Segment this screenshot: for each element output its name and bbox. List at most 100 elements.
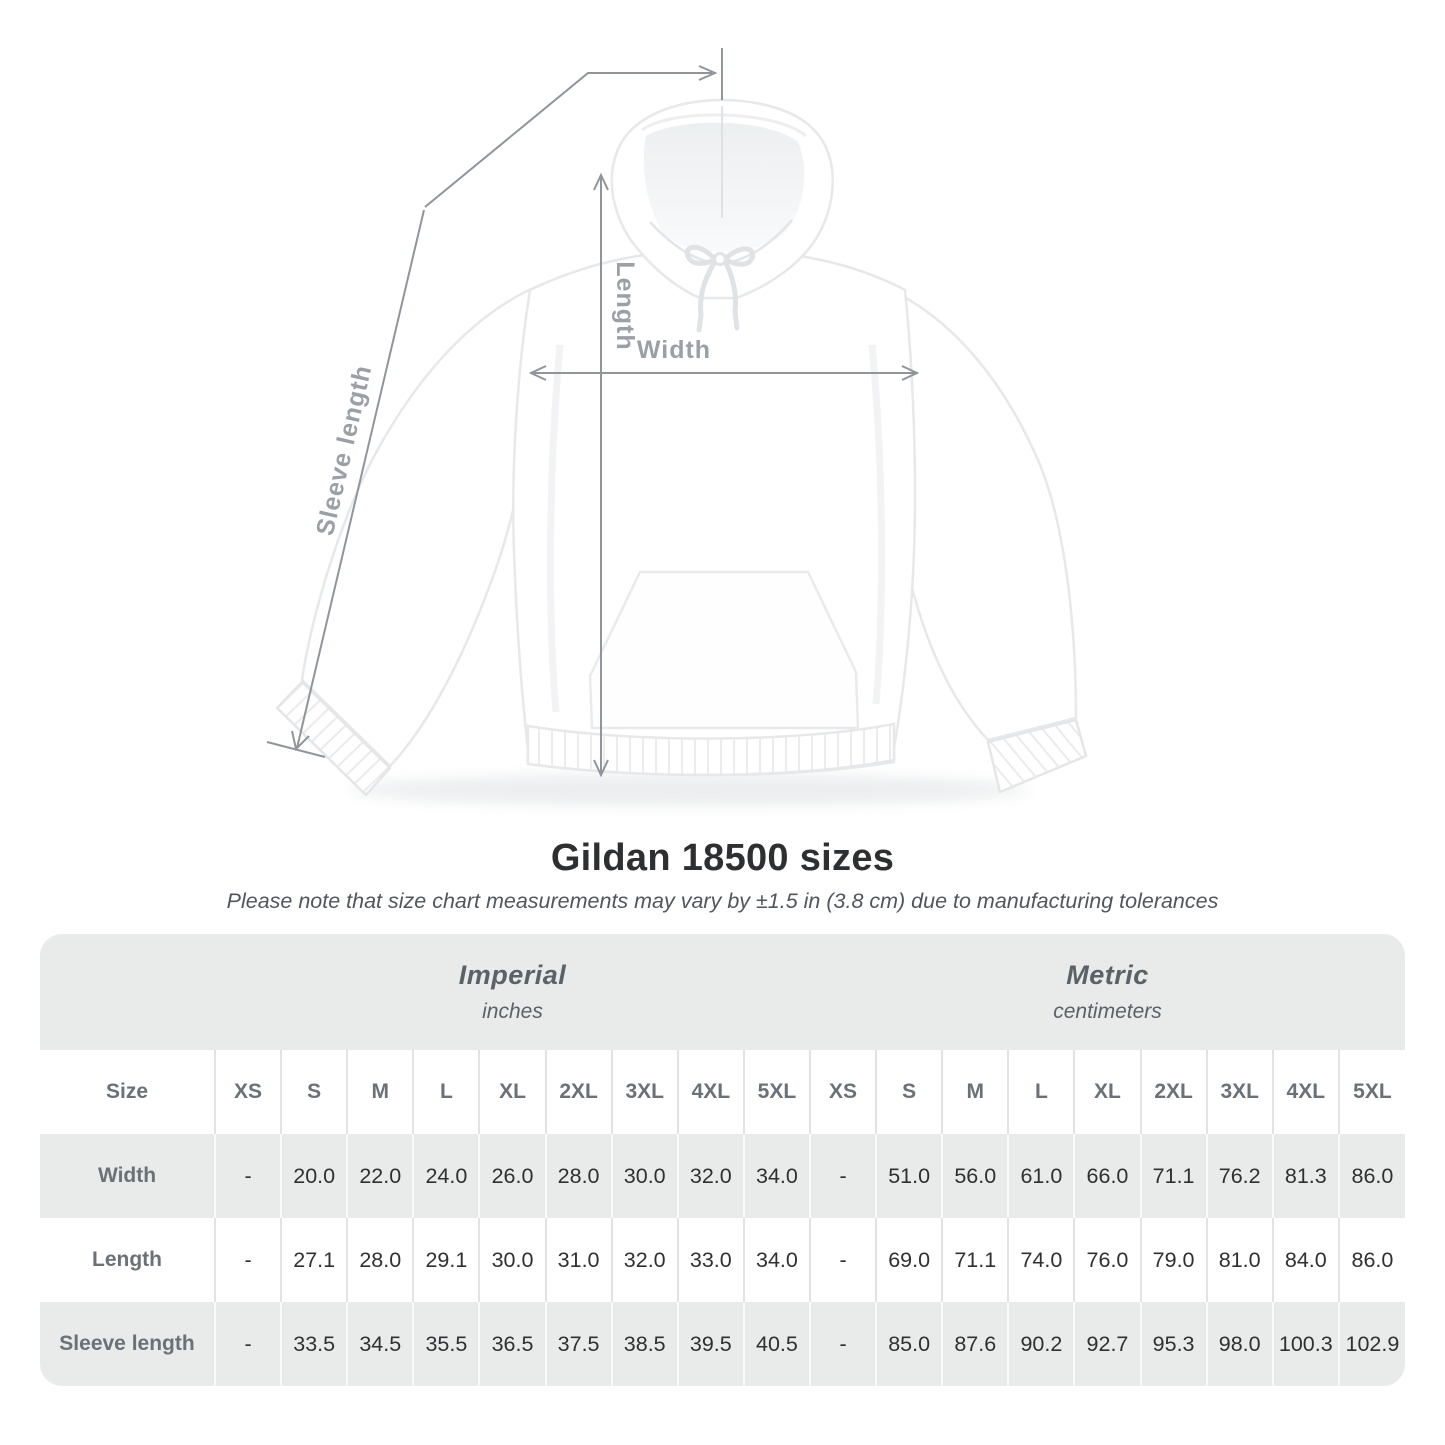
- value-cell: 66.0: [1073, 1134, 1141, 1218]
- size-header-cell: 2XL: [1139, 1050, 1207, 1134]
- value-cell: 71.1: [1139, 1134, 1207, 1218]
- size-header-cell: 2XL: [544, 1050, 612, 1134]
- value-cell: 36.5: [478, 1302, 546, 1386]
- value-cell: -: [213, 1302, 282, 1386]
- value-cell: 98.0: [1205, 1302, 1273, 1386]
- tolerance-note: Please note that size chart measurements…: [226, 889, 1219, 913]
- value-cell: 28.0: [346, 1218, 414, 1302]
- value-cell: 85.0: [875, 1302, 943, 1386]
- size-header-cell: 4XL: [1271, 1050, 1339, 1134]
- value-cell: -: [808, 1218, 877, 1302]
- drawstring-bow-left-loop: [684, 244, 717, 266]
- size-header-cell: S: [280, 1050, 348, 1134]
- value-cell: 32.0: [676, 1134, 744, 1218]
- band-corner-cell: [40, 934, 215, 1050]
- row-label: Width: [97, 1164, 157, 1187]
- length-dimension-label: Length: [611, 261, 639, 350]
- hoodie-right-cuff: [986, 718, 1088, 794]
- value-cell: 27.1: [280, 1218, 348, 1302]
- width-arrowhead-right: [901, 365, 920, 381]
- sleeve-end-tick: [266, 741, 326, 758]
- value-cell: -: [808, 1302, 877, 1386]
- value-cell: 34.5: [346, 1302, 414, 1386]
- value-cell: 51.0: [875, 1134, 943, 1218]
- hoodie-hem-band: [526, 722, 896, 777]
- value-cell: 22.0: [346, 1134, 414, 1218]
- value-cell: 86.0: [1337, 1218, 1405, 1302]
- metric-group-header: Metric centimeters: [809, 934, 1405, 1050]
- value-cell: 81.0: [1205, 1218, 1273, 1302]
- value-cell: -: [213, 1218, 282, 1302]
- value-cell: 86.0: [1337, 1134, 1405, 1218]
- value-cell: 71.1: [941, 1218, 1009, 1302]
- hoodie-left-sleeve: [300, 282, 545, 768]
- imperial-label: Imperial: [458, 960, 567, 990]
- length-arrowhead-top: [593, 172, 609, 191]
- hoodie-pocket: [588, 570, 860, 730]
- value-cell: 34.0: [742, 1218, 810, 1302]
- size-header-cell: M: [941, 1050, 1009, 1134]
- size-table: Imperial inches Metric centimeters Size …: [40, 934, 1405, 1386]
- size-header-cell: 3XL: [610, 1050, 678, 1134]
- imperial-unit-label: inches: [482, 1000, 543, 1023]
- body-fold-right: [868, 344, 886, 705]
- hood-rim-seam: [641, 113, 807, 138]
- value-cell: 79.0: [1139, 1218, 1207, 1302]
- value-cell: 32.0: [610, 1218, 678, 1302]
- value-cell: 76.2: [1205, 1134, 1273, 1218]
- measurement-row: Width -20.0 22.0 24.0 26.0 28.0 30.0 32.0 34.0-5…: [40, 1134, 1405, 1218]
- value-cell: 102.9: [1337, 1302, 1405, 1386]
- size-header-cell: 3XL: [1205, 1050, 1273, 1134]
- size-table-container: Imperial inches Metric centimeters Size …: [40, 934, 1405, 1386]
- measurement-row: Length -27.1 28.0 29.1 30.0 31.0 32.0 33.0 34.0-…: [40, 1218, 1405, 1302]
- hood-interior-shading: [643, 122, 805, 252]
- value-cell: 33.0: [676, 1218, 744, 1302]
- value-cell: 34.0: [742, 1134, 810, 1218]
- value-cell: 87.6: [941, 1302, 1009, 1386]
- value-cell: 28.0: [544, 1134, 612, 1218]
- value-cell: 31.0: [544, 1218, 612, 1302]
- sleeve-start-leader-line: [424, 72, 712, 208]
- size-header-cell: 5XL: [1337, 1050, 1405, 1134]
- size-column-header: Size: [40, 1050, 215, 1134]
- value-cell: 24.0: [412, 1134, 480, 1218]
- value-cell: 40.5: [742, 1302, 810, 1386]
- size-header-cell: 4XL: [676, 1050, 744, 1134]
- value-cell: 56.0: [941, 1134, 1009, 1218]
- value-cell: 26.0: [478, 1134, 546, 1218]
- size-header-cell: XS: [213, 1050, 282, 1134]
- value-cell: 30.0: [610, 1134, 678, 1218]
- metric-label: Metric: [1066, 960, 1149, 990]
- value-cell: -: [808, 1134, 877, 1218]
- hoodie-diagram-svg: Length Width Sleeve length: [266, 48, 1088, 806]
- value-cell: 20.0: [280, 1134, 348, 1218]
- value-cell: 74.0: [1007, 1218, 1075, 1302]
- value-cell: 61.0: [1007, 1134, 1075, 1218]
- row-label: Length: [92, 1248, 162, 1271]
- value-cell: 92.7: [1073, 1302, 1141, 1386]
- size-header-cell: XS: [808, 1050, 877, 1134]
- value-cell: 29.1: [412, 1218, 480, 1302]
- page-title: Gildan 18500 sizes: [550, 837, 895, 879]
- unit-system-band: Imperial inches Metric centimeters: [40, 934, 1405, 1050]
- sleeve-dimension-line: [296, 209, 425, 749]
- value-cell: 69.0: [875, 1218, 943, 1302]
- size-header-cell: S: [875, 1050, 943, 1134]
- width-arrowhead-left: [528, 365, 547, 381]
- size-header-cell: 5XL: [742, 1050, 810, 1134]
- width-dimension-label: Width: [637, 336, 711, 364]
- hoodie-ground-shadow: [350, 774, 1030, 806]
- size-header-cell: XL: [478, 1050, 546, 1134]
- size-header-cell: L: [1007, 1050, 1075, 1134]
- size-header-cell: XL: [1073, 1050, 1141, 1134]
- drawstring-knot: [713, 252, 727, 266]
- value-cell: 38.5: [610, 1302, 678, 1386]
- hoodie-measurement-diagram: Length Width Sleeve length: [266, 48, 1088, 806]
- value-cell: 33.5: [280, 1302, 348, 1386]
- value-cell: 81.3: [1271, 1134, 1339, 1218]
- value-cell: 35.5: [412, 1302, 480, 1386]
- value-cell: 30.0: [478, 1218, 546, 1302]
- value-cell: 39.5: [676, 1302, 744, 1386]
- size-header-row: Size XS S M L XL 2XL 3XL 4XL 5XL XS S M L XL 2XL 3XL 4XL…: [40, 1050, 1405, 1134]
